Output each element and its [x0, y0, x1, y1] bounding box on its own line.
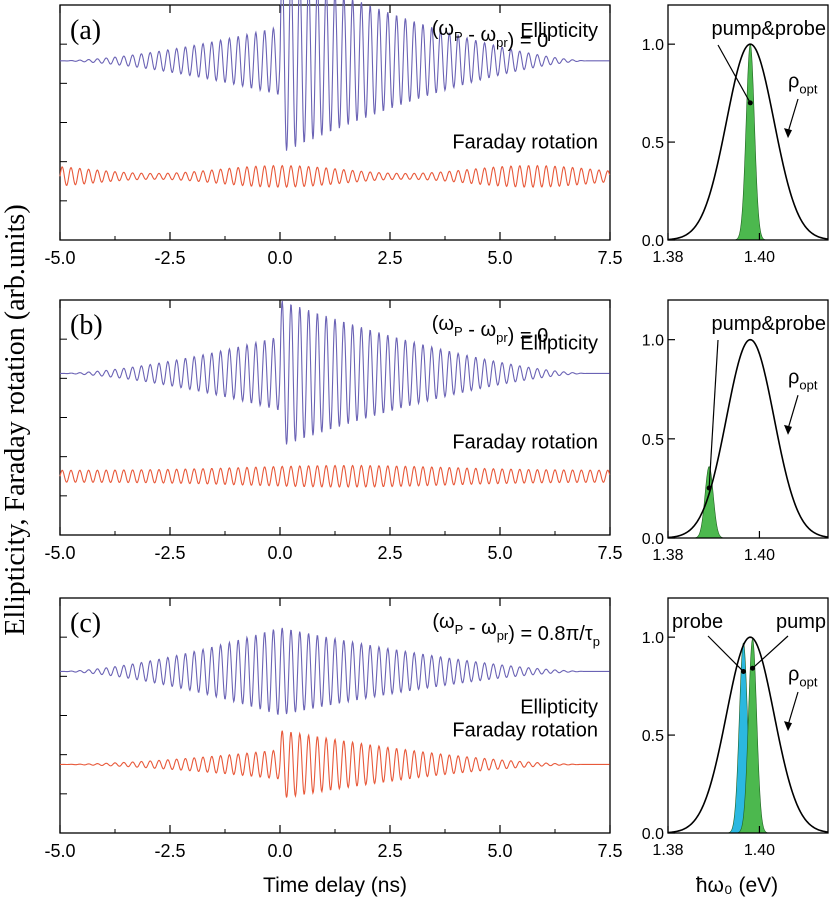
x-tick-label: 1.40	[744, 547, 775, 564]
y-tick-label: 0.0	[642, 531, 664, 548]
x-tick-label: -5.0	[44, 248, 75, 268]
series-label: Faraday rotation	[452, 131, 598, 153]
arrow-line	[717, 44, 751, 104]
arrow-line	[787, 691, 799, 726]
x-tick-label: 2.5	[377, 248, 402, 268]
arrow-line	[752, 635, 789, 669]
arrow-head	[750, 665, 756, 671]
series-ellipticity	[60, 627, 610, 715]
y-tick-label: 1.0	[642, 630, 664, 647]
x-tick-label: 5.0	[487, 248, 512, 268]
x-tick-label: 0.0	[267, 543, 292, 563]
y-tick-label: 0.5	[642, 135, 664, 152]
arrow-head	[784, 128, 792, 139]
rho-label: ρopt	[788, 366, 818, 392]
x-tick-label: 1.38	[652, 842, 683, 859]
x-tick-label: 7.5	[597, 841, 622, 861]
plot-frame	[667, 4, 829, 241]
y-tick-label: 0.0	[642, 826, 664, 843]
spectrum-panel-c: 0.0 0.5 1.0 1.38 1.40 probe pump	[642, 597, 829, 859]
fill-pump-and-probe	[733, 43, 767, 241]
fill-label: pump&probe	[711, 18, 826, 40]
y-tick-label: 0.5	[642, 432, 664, 449]
series-label: Ellipticity	[520, 696, 598, 718]
y-tick-label: 1.0	[642, 333, 664, 350]
spectrum-panel-b: 0.0 0.5 1.0 1.38 1.40 pump&probe	[642, 299, 829, 564]
x-tick-label: 5.0	[487, 841, 512, 861]
arrow-line	[708, 339, 719, 489]
series-faraday-rotation	[59, 164, 611, 188]
x-tick-label: 7.5	[597, 248, 622, 268]
series-label: Faraday rotation	[452, 719, 598, 741]
spectrum-panel-a: 0.0 0.5 1.0 1.38 1.40 pump&probe	[642, 4, 829, 266]
x-axis-label-energy: ħω₀ (eV)	[696, 874, 778, 897]
rho-envelope	[667, 43, 829, 241]
x-tick-label: -5.0	[44, 841, 75, 861]
arrow-head	[747, 100, 753, 106]
time-panel-c: -5.0 -2.5 0.0 2.5 5.0 7.5 (c) EllipticityFarada…	[44, 597, 623, 861]
x-tick-label: -2.5	[154, 543, 185, 563]
condition-label: (ωP - ωpr) = 0.8π/τp	[432, 611, 600, 649]
x-tick-label: -5.0	[44, 543, 75, 563]
arrow-head	[784, 721, 792, 732]
series-label: Ellipticity	[520, 20, 598, 42]
x-tick-label: 7.5	[597, 543, 622, 563]
x-tick-label: 2.5	[377, 543, 402, 563]
series-faraday-rotation	[59, 464, 611, 488]
arrow-line	[787, 98, 799, 133]
x-tick-label: 1.40	[744, 842, 775, 859]
x-tick-label: 5.0	[487, 543, 512, 563]
arrow-line	[707, 635, 744, 672]
rho-envelope	[667, 338, 829, 539]
plot-frame	[667, 299, 829, 539]
x-tick-label: 1.40	[744, 249, 775, 266]
fill-label: pump&probe	[711, 313, 826, 335]
condition-label: (ωP - ωpr) = 0	[432, 313, 548, 347]
arrow-head	[706, 485, 712, 491]
rho-envelope	[667, 636, 829, 834]
plot-frame	[667, 597, 829, 834]
y-axis-label: Ellipticity, Faraday rotation (arb.units…	[0, 204, 31, 635]
y-tick-label: 1.0	[642, 37, 664, 54]
arrow-head	[784, 424, 792, 435]
x-tick-label: 0.0	[267, 248, 292, 268]
arrow-line	[787, 395, 799, 430]
arrow-head	[740, 669, 746, 675]
x-tick-label: -2.5	[154, 841, 185, 861]
x-tick-label: 1.38	[652, 249, 683, 266]
panel-label: (a)	[70, 15, 101, 46]
x-tick-label: -2.5	[154, 248, 185, 268]
series-label: Ellipticity	[520, 332, 598, 354]
y-tick-label: 0.5	[642, 728, 664, 745]
fill-label: probe	[672, 611, 723, 633]
y-tick-label: 0.0	[642, 233, 664, 250]
x-tick-label: 1.38	[652, 547, 683, 564]
series-ellipticity	[60, 300, 610, 445]
panel-label: (c)	[70, 608, 101, 639]
time-panel-a: -5.0 -2.5 0.0 2.5 5.0 7.5 (a) Ellipticity Farada…	[44, 0, 623, 268]
panel-label: (b)	[70, 310, 103, 341]
series-faraday-rotation	[60, 730, 610, 799]
condition-label: (ωP - ωpr) = 0	[432, 18, 548, 52]
series-label: Faraday rotation	[452, 431, 598, 453]
series-ellipticity	[60, 0, 610, 151]
fill-label: pump	[776, 611, 826, 633]
x-tick-label: 0.0	[267, 841, 292, 861]
x-tick-label: 2.5	[377, 841, 402, 861]
rho-label: ρopt	[788, 663, 818, 689]
time-panel-b: -5.0 -2.5 0.0 2.5 5.0 7.5 (b) Ellipticity Farada…	[44, 299, 623, 563]
rho-label: ρopt	[788, 70, 818, 96]
x-axis-label-time: Time delay (ns)	[263, 874, 407, 897]
fill-pump-and-probe	[692, 466, 726, 539]
